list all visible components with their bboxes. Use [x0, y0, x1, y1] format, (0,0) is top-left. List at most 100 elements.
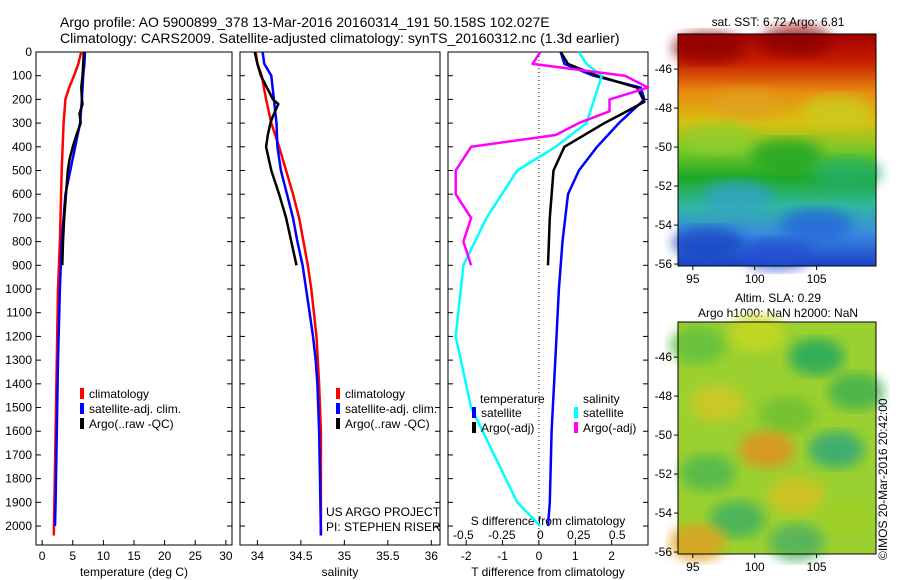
- legend-swatch: [574, 407, 578, 418]
- sst-blob: [741, 238, 813, 271]
- top-tick-label: 0.5: [609, 528, 626, 542]
- legend-swatch: [80, 388, 84, 399]
- sla-blob: [818, 500, 875, 538]
- legend-swatch: [80, 418, 84, 429]
- sla-blob: [679, 454, 736, 492]
- imos-stamp: ©IMOS 20-Mar-2016 20:42:00: [876, 398, 890, 560]
- lat-tick-label: -48: [655, 101, 673, 115]
- sst-blob: [810, 156, 882, 190]
- x-tick-label: -1: [497, 549, 508, 563]
- depth-tick-label: 1800: [5, 472, 32, 486]
- depth-tick-label: 1400: [5, 377, 32, 391]
- sst-blob: [681, 122, 754, 155]
- lat-tick-label: -50: [655, 140, 673, 154]
- sst-blob: [672, 226, 744, 260]
- legend-swatch: [574, 422, 578, 433]
- sla-blob: [769, 523, 825, 561]
- sst-map-title: sat. SST: 6.72 Argo: 6.81: [712, 15, 845, 29]
- sst-blob: [761, 24, 833, 58]
- depth-tick-label: 100: [12, 69, 32, 83]
- sst-blob: [780, 208, 853, 241]
- series-line: [61, 51, 86, 266]
- x-tick-label: 34.5: [289, 549, 313, 563]
- legend-swatch: [472, 422, 476, 433]
- depth-tick-label: 400: [12, 140, 32, 154]
- depth-tick-label: 1600: [5, 424, 32, 438]
- depth-tick-label: 1100: [6, 306, 32, 320]
- sla-map-title: Altim. SLA: 0.29: [735, 291, 821, 305]
- x-axis-label: salinity: [322, 565, 359, 579]
- map-frame: [677, 33, 877, 267]
- top-tick-label: 0: [537, 528, 544, 542]
- x-tick-label: -2: [461, 549, 472, 563]
- lat-tick-label: -56: [655, 545, 673, 559]
- x-tick-label: 15: [127, 549, 141, 563]
- legend-label: climatology: [89, 387, 149, 401]
- depth-tick-label: 1300: [5, 353, 32, 367]
- legend-label: Argo(-adj): [583, 421, 636, 435]
- x-tick-label: 1: [572, 549, 579, 563]
- sla-blob: [729, 315, 785, 353]
- lon-tick-label: 105: [807, 560, 827, 574]
- lat-tick-label: -56: [655, 257, 673, 271]
- lon-tick-label: 100: [745, 272, 765, 286]
- legend-header: temperature: [480, 392, 545, 406]
- depth-tick-label: 800: [12, 235, 32, 249]
- lon-tick-label: 95: [686, 272, 700, 286]
- legend-label: satellite: [583, 406, 624, 420]
- lat-tick-label: -54: [655, 506, 673, 520]
- depth-tick-label: 600: [12, 187, 32, 201]
- sst-blob: [751, 138, 823, 171]
- depth-tick-label: 500: [12, 164, 32, 178]
- sla-blob: [828, 373, 884, 411]
- sst-blob: [711, 87, 783, 120]
- sla-blob: [788, 338, 845, 376]
- x-axis-label: T difference from climatology: [471, 565, 625, 579]
- profile-title: Argo profile: AO 5900899_378 13-Mar-2016…: [60, 14, 550, 30]
- depth-tick-label: 1000: [5, 282, 32, 296]
- series-line: [52, 51, 83, 536]
- legend-swatch: [472, 407, 476, 418]
- legend-label: satellite-adj. clim.: [345, 402, 437, 416]
- x-tick-label: 34: [251, 549, 265, 563]
- sla-blob: [670, 523, 726, 561]
- lat-tick-label: -52: [655, 179, 673, 193]
- lon-tick-label: 105: [807, 272, 827, 286]
- top-tick-label: 0.25: [567, 528, 591, 542]
- depth-tick-label: 2000: [5, 519, 32, 533]
- depth-tick-label: 1900: [5, 495, 32, 509]
- x-tick-label: 0: [39, 549, 46, 563]
- sla-map-subtitle: Argo h1000: NaN h2000: NaN: [698, 306, 858, 320]
- project-annotation: US ARGO PROJECT: [326, 505, 441, 519]
- lat-tick-label: -52: [655, 467, 673, 481]
- legend-label: satellite-adj. clim.: [89, 402, 181, 416]
- x-tick-label: 5: [69, 549, 76, 563]
- depth-tick-label: 700: [12, 211, 32, 225]
- legend-header: salinity: [583, 392, 620, 406]
- legend-label: Argo(..raw -QC): [89, 417, 174, 431]
- depth-tick-label: 1200: [5, 329, 32, 343]
- sst-blob: [701, 180, 774, 213]
- panel-frame: [447, 51, 649, 546]
- panel-frame: [35, 51, 233, 546]
- lat-tick-label: -54: [655, 218, 673, 232]
- depth-tick-label: 200: [12, 92, 32, 106]
- series-line: [253, 51, 298, 266]
- sla-blob: [670, 326, 726, 364]
- x-tick-label: 0: [536, 549, 543, 563]
- sla-blob: [759, 396, 815, 434]
- x-tick-label: 36: [425, 549, 439, 563]
- sst-blob: [800, 94, 873, 127]
- sla-blob: [709, 500, 766, 538]
- legend-swatch: [336, 403, 340, 414]
- sla-blob: [769, 477, 825, 515]
- lat-tick-label: -50: [655, 428, 673, 442]
- x-tick-label: 20: [158, 549, 172, 563]
- legend-label: Argo(..raw -QC): [345, 417, 430, 431]
- panel-frame: [239, 51, 441, 546]
- top-tick-label: -0.5: [453, 528, 474, 542]
- depth-tick-label: 0: [25, 45, 32, 59]
- depth-tick-label: 1700: [5, 448, 32, 462]
- top-tick-label: -0.25: [488, 528, 516, 542]
